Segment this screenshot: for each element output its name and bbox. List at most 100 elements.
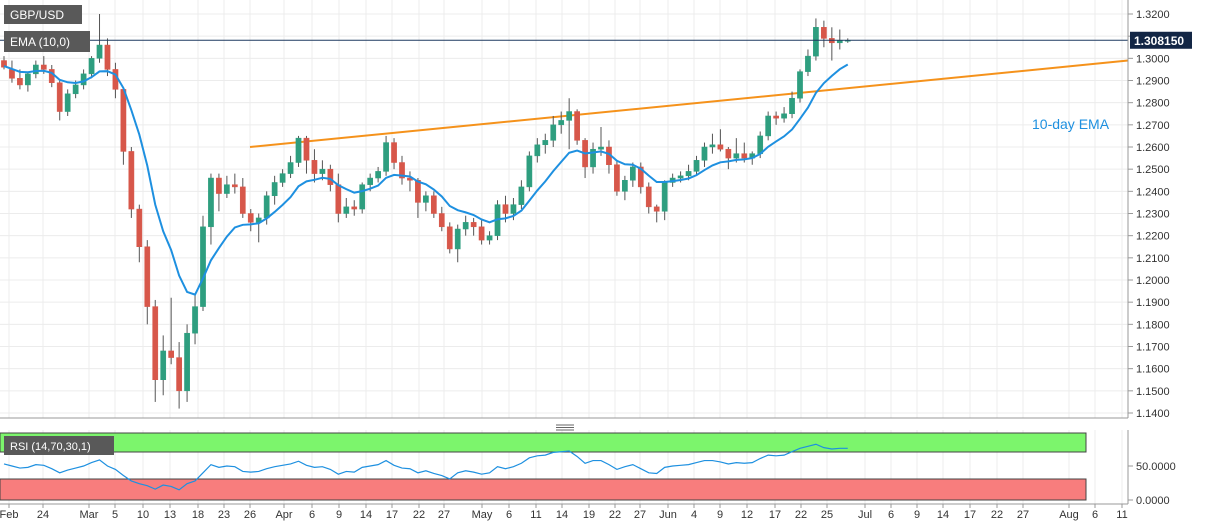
ascending-trendline bbox=[249, 59, 1129, 148]
rsi-overbought-zone bbox=[0, 432, 1087, 453]
candle-body bbox=[430, 195, 437, 214]
candle-body bbox=[200, 226, 206, 307]
candle bbox=[176, 342, 182, 409]
candle bbox=[701, 142, 708, 167]
candle-body bbox=[510, 204, 517, 214]
candle-body bbox=[1, 60, 7, 68]
candle bbox=[773, 111, 779, 125]
time-tick-label: 5 bbox=[112, 509, 118, 521]
candle bbox=[343, 197, 350, 218]
price-tick-label: 1.2000 bbox=[1136, 275, 1170, 287]
time-tick-label: 6 bbox=[888, 509, 894, 521]
candle bbox=[231, 173, 238, 194]
time-tick-label: May bbox=[472, 509, 493, 521]
candle bbox=[375, 166, 381, 183]
candle bbox=[470, 217, 477, 236]
candle bbox=[88, 56, 95, 79]
candle-body bbox=[160, 350, 167, 380]
time-tick-label: 13 bbox=[164, 509, 176, 521]
symbol-label: GBP/USD bbox=[4, 5, 82, 24]
candle bbox=[534, 138, 541, 163]
candle-body bbox=[32, 64, 39, 75]
ema-annotation: 10-day EMA bbox=[1032, 116, 1110, 132]
symbol-text: GBP/USD bbox=[10, 8, 64, 22]
candle-body bbox=[717, 144, 724, 150]
candle bbox=[797, 69, 803, 103]
candle bbox=[725, 147, 732, 170]
time-tick-label: 10 bbox=[137, 509, 149, 521]
candle-body bbox=[797, 71, 803, 99]
candle-body bbox=[821, 27, 827, 39]
candle-body bbox=[351, 206, 358, 210]
price-tick-label: 1.2500 bbox=[1136, 164, 1170, 176]
time-tick-label: 6 bbox=[1092, 509, 1098, 521]
time-tick-label: 17 bbox=[769, 509, 781, 521]
candle-body bbox=[614, 164, 620, 192]
candle-body bbox=[383, 142, 389, 172]
candle-body bbox=[518, 186, 525, 205]
time-tick-label: 17 bbox=[386, 509, 398, 521]
price-axis: 1.32001.31001.30001.29001.28001.27001.26… bbox=[1128, 9, 1170, 420]
candle bbox=[438, 206, 445, 232]
candle bbox=[1, 56, 7, 70]
candle-body bbox=[391, 142, 397, 163]
panel-resize-handle[interactable] bbox=[556, 424, 574, 431]
candle-body bbox=[653, 206, 660, 212]
candle-body bbox=[303, 137, 310, 161]
candle bbox=[789, 91, 795, 119]
indicator-label: EMA (10,0) bbox=[4, 31, 90, 52]
candle bbox=[279, 169, 286, 187]
time-tick-label: Aug bbox=[1059, 509, 1079, 521]
time-tick-label: 9 bbox=[717, 509, 723, 521]
candle bbox=[64, 89, 71, 116]
candle-body bbox=[216, 177, 222, 194]
candle bbox=[216, 173, 222, 212]
time-tick-label: 14 bbox=[556, 509, 568, 521]
candle bbox=[303, 135, 310, 174]
candle-body bbox=[375, 171, 381, 179]
price-tick-label: 1.2300 bbox=[1136, 209, 1170, 221]
price-tick-label: 1.1400 bbox=[1136, 408, 1170, 420]
candle-body bbox=[454, 228, 461, 250]
candle-body bbox=[629, 166, 636, 181]
candle-body bbox=[423, 195, 429, 203]
candle-body bbox=[526, 155, 533, 188]
candle bbox=[518, 180, 525, 210]
candle-body bbox=[319, 168, 326, 174]
candle bbox=[96, 14, 103, 63]
candle bbox=[359, 182, 366, 214]
candle-body bbox=[128, 151, 135, 210]
candle bbox=[104, 38, 111, 77]
price-tick-label: 1.1500 bbox=[1136, 386, 1170, 398]
candle bbox=[271, 175, 278, 205]
time-tick-label: 22 bbox=[991, 509, 1003, 521]
candle-body bbox=[96, 44, 103, 59]
time-tick-label: 6 bbox=[506, 509, 512, 521]
last-price-text: 1.308150 bbox=[1134, 34, 1184, 48]
time-tick-label: Feb bbox=[0, 509, 18, 521]
candle-body bbox=[558, 120, 565, 126]
candle-body bbox=[224, 184, 230, 194]
time-tick-label: 4 bbox=[691, 509, 697, 521]
rsi-polyline bbox=[3, 443, 848, 491]
time-tick-label: 27 bbox=[438, 509, 450, 521]
candle-body bbox=[40, 64, 47, 70]
candle bbox=[813, 18, 819, 61]
candle-body bbox=[208, 177, 214, 228]
candle-body bbox=[192, 306, 198, 334]
candle-body bbox=[813, 27, 819, 57]
time-axis: Feb 24 Mar 5 10 13 18 23 26 Apr 6 9 14 17 22 27 May 6 11 14… bbox=[0, 504, 1128, 521]
candle bbox=[383, 135, 389, 176]
candle bbox=[645, 182, 652, 214]
candle-body bbox=[550, 124, 557, 141]
candle bbox=[430, 191, 437, 218]
candle-body bbox=[574, 111, 580, 141]
time-tick-label: 26 bbox=[244, 509, 256, 521]
price-tick-label: 1.2600 bbox=[1136, 142, 1170, 154]
candle bbox=[478, 220, 485, 245]
time-tick-label: 11 bbox=[530, 509, 541, 521]
rsi-line bbox=[3, 443, 848, 491]
candle bbox=[160, 335, 167, 396]
candle bbox=[295, 135, 302, 167]
time-tick-label: 18 bbox=[192, 509, 204, 521]
